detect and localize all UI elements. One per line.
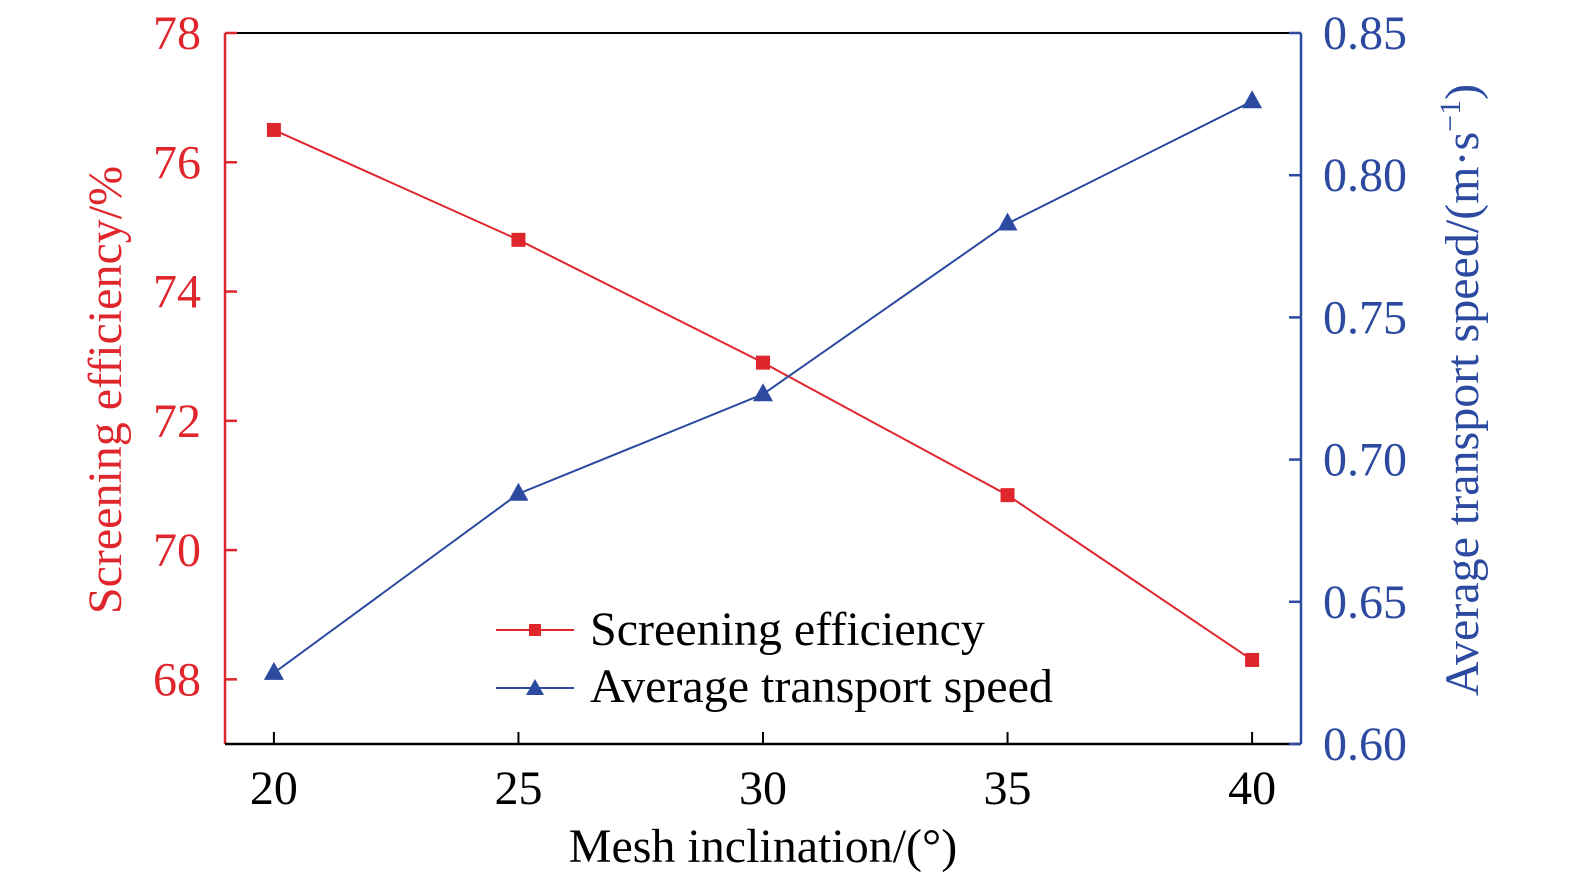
x-tick-label: 40 (1228, 762, 1276, 815)
data-point-average-transport-speed (997, 212, 1018, 231)
right-tick-label: 0.80 (1323, 149, 1407, 202)
left-tick-label: 68 (153, 653, 201, 706)
x-tick-label: 30 (739, 762, 787, 815)
legend-label-screening-efficiency: Screening efficiency (590, 603, 985, 656)
right-tick-label: 0.75 (1323, 291, 1407, 344)
left-tick-label: 76 (153, 136, 201, 189)
data-point-screening-efficiency (1245, 652, 1260, 667)
left-axis-title: Screening efficiency/% (79, 166, 132, 614)
data-point-screening-efficiency (511, 232, 526, 247)
legend-swatch-marker-average-transport-speed (526, 679, 544, 695)
right-axis-title-close: ) (1436, 84, 1489, 100)
x-axis-ticks: 20 25 30 35 40 (250, 732, 1276, 815)
left-tick-label: 72 (153, 395, 201, 448)
series-group (263, 90, 1263, 680)
left-tick-label: 70 (153, 524, 201, 577)
legend-label-average-transport-speed: Average transport speed (590, 660, 1053, 713)
data-point-screening-efficiency (266, 122, 281, 137)
x-axis-title: Mesh inclination/(°) (569, 820, 957, 873)
right-axis-title-main: Average transport speed/(m·s (1436, 132, 1489, 696)
right-axis-title-superscript: −1 (1434, 100, 1467, 132)
data-point-screening-efficiency (1000, 488, 1015, 503)
left-axis-ticks: 68 70 72 74 76 78 (153, 7, 237, 706)
x-tick-label: 25 (494, 762, 542, 815)
right-tick-label: 0.60 (1323, 718, 1407, 771)
data-point-average-transport-speed (753, 383, 773, 402)
right-axis-title: Average transport speed/(m·s−1) (1434, 84, 1489, 696)
right-tick-label: 0.70 (1323, 434, 1407, 487)
left-tick-label: 74 (153, 266, 201, 319)
x-tick-label: 35 (984, 762, 1032, 815)
left-tick-label: 78 (153, 7, 201, 60)
right-tick-label: 0.65 (1323, 576, 1407, 629)
right-tick-label: 0.85 (1323, 7, 1407, 60)
legend-swatch-marker-screening-efficiency (529, 624, 541, 636)
right-axis-ticks: 0.60 0.65 0.70 0.75 0.80 0.85 (1289, 7, 1407, 771)
data-point-average-transport-speed (263, 661, 284, 680)
x-tick-label: 20 (250, 762, 298, 815)
data-point-average-transport-speed (1242, 90, 1263, 109)
data-point-screening-efficiency (756, 355, 770, 370)
legend: Screening efficiency Average transport s… (496, 603, 1053, 713)
data-point-average-transport-speed (508, 482, 529, 501)
